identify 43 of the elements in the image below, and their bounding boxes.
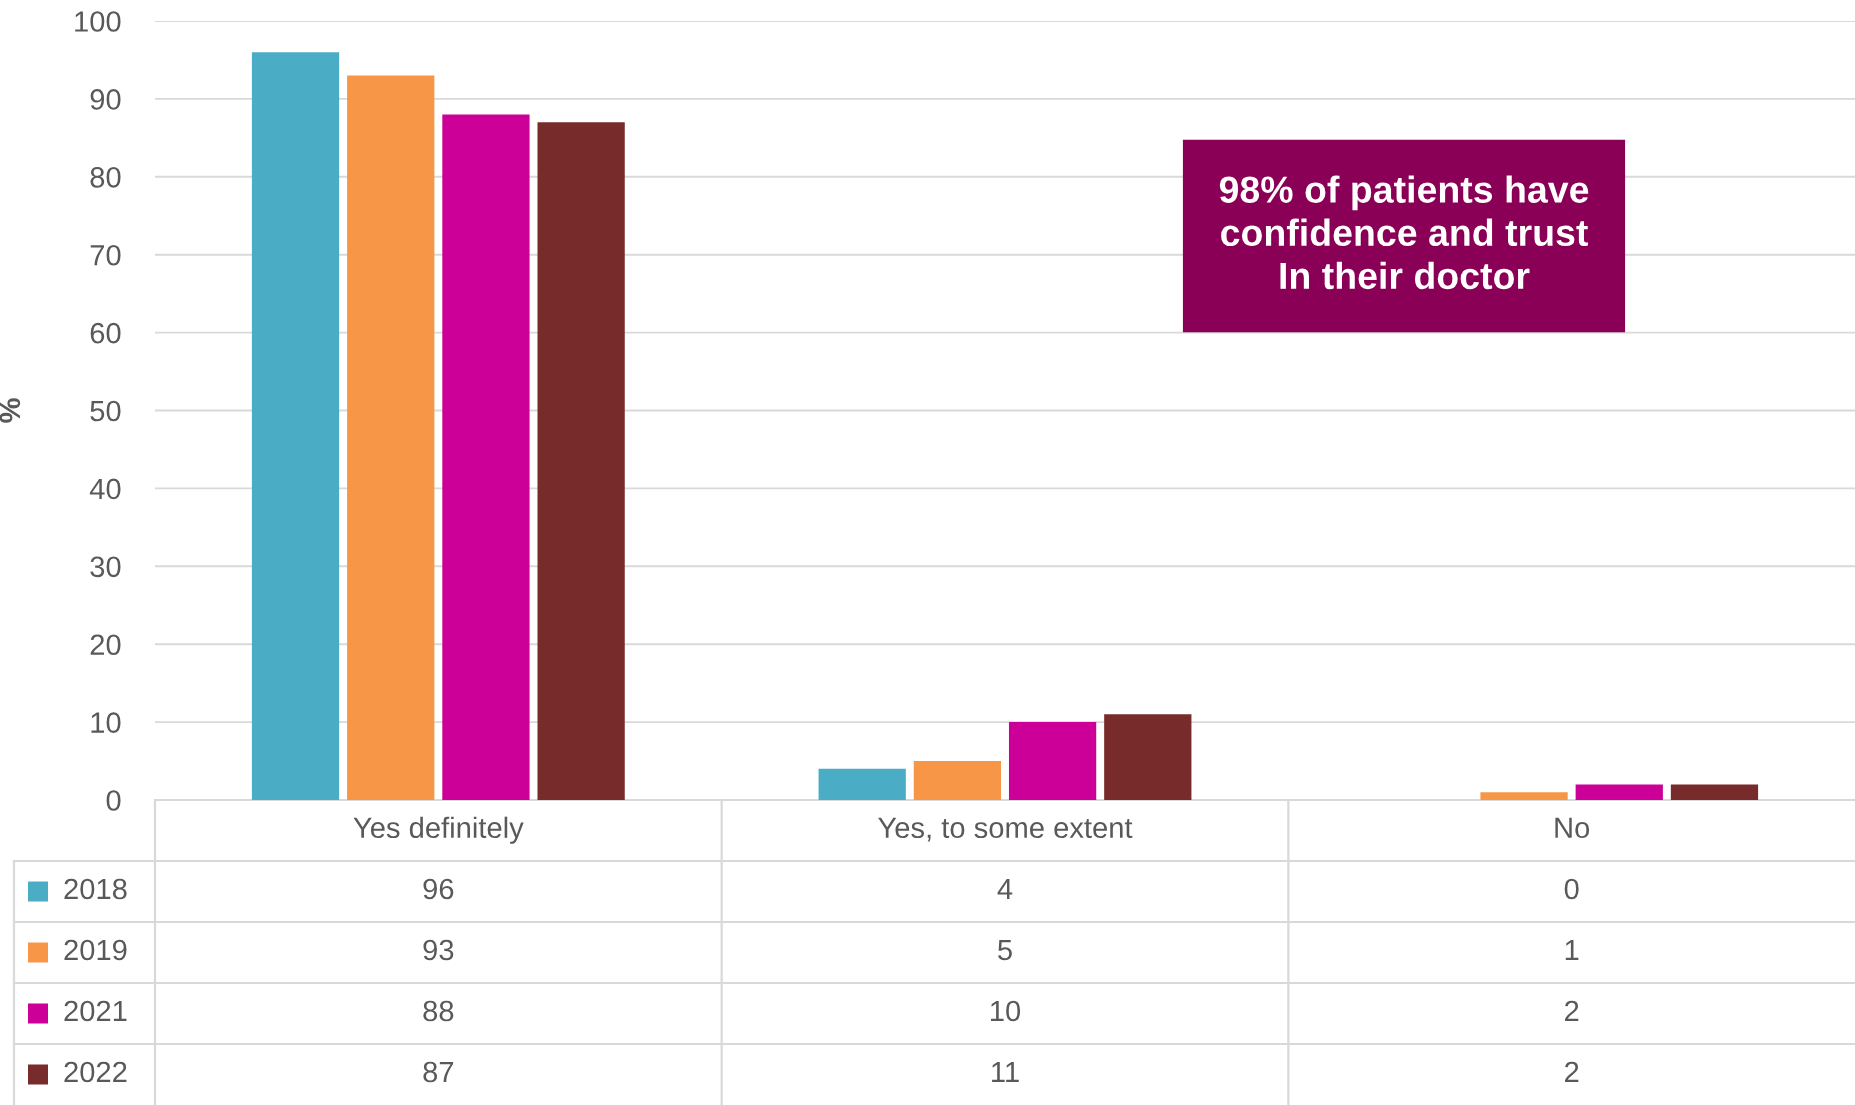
y-tick-label: 90 [90, 89, 121, 110]
bar [1575, 784, 1663, 800]
y-tick-label: 10 [91, 712, 121, 733]
x-tick-label: Yes definitely [353, 816, 524, 844]
bar [1670, 784, 1759, 800]
bar [537, 122, 625, 800]
data-label: 2 [1565, 1061, 1579, 1083]
y-tick-label: 80 [90, 167, 121, 188]
bar [913, 761, 1002, 800]
y-tick-label: 30 [90, 556, 121, 578]
data-label: 93 [423, 939, 454, 961]
legend-label: 2021 [64, 1000, 127, 1022]
legend-label: 2019 [64, 939, 127, 961]
data-label: 1 [1565, 939, 1579, 961]
bar [1480, 792, 1568, 800]
data-label: 5 [998, 939, 1012, 961]
data-label: 88 [423, 1000, 454, 1022]
data-label: 2 [1565, 1000, 1579, 1022]
data-label: 87 [423, 1061, 454, 1083]
data-label: 96 [423, 878, 454, 900]
y-tick-label: 50 [90, 400, 121, 422]
y-tick-label: 40 [89, 478, 121, 500]
x-tick-label: No [1555, 817, 1590, 839]
annotation: 98% of patients have confidence and trust In their doctor [1219, 175, 1589, 290]
y-tick-label: 100 [75, 11, 121, 32]
data-label: 11 [992, 1061, 1019, 1083]
bar [251, 52, 340, 800]
data-label: 4 [997, 878, 1013, 900]
bar [818, 768, 906, 800]
data-label: 0 [1564, 878, 1579, 900]
y-tick-label: 70 [90, 244, 121, 266]
y-axis-title: % [0, 398, 21, 423]
y-tick-label: 60 [90, 322, 121, 344]
bar [1008, 722, 1097, 800]
data-label: 10 [991, 1000, 1021, 1022]
y-tick-label: 20 [90, 634, 121, 656]
bar [1104, 714, 1192, 800]
legend-label: 2022 [64, 1061, 127, 1083]
y-tick-label: 0 [106, 790, 121, 811]
bar [347, 75, 435, 800]
x-tick-label: Yes, to some extent [878, 817, 1133, 842]
bar [442, 114, 530, 800]
legend-label: 2018 [64, 878, 127, 900]
